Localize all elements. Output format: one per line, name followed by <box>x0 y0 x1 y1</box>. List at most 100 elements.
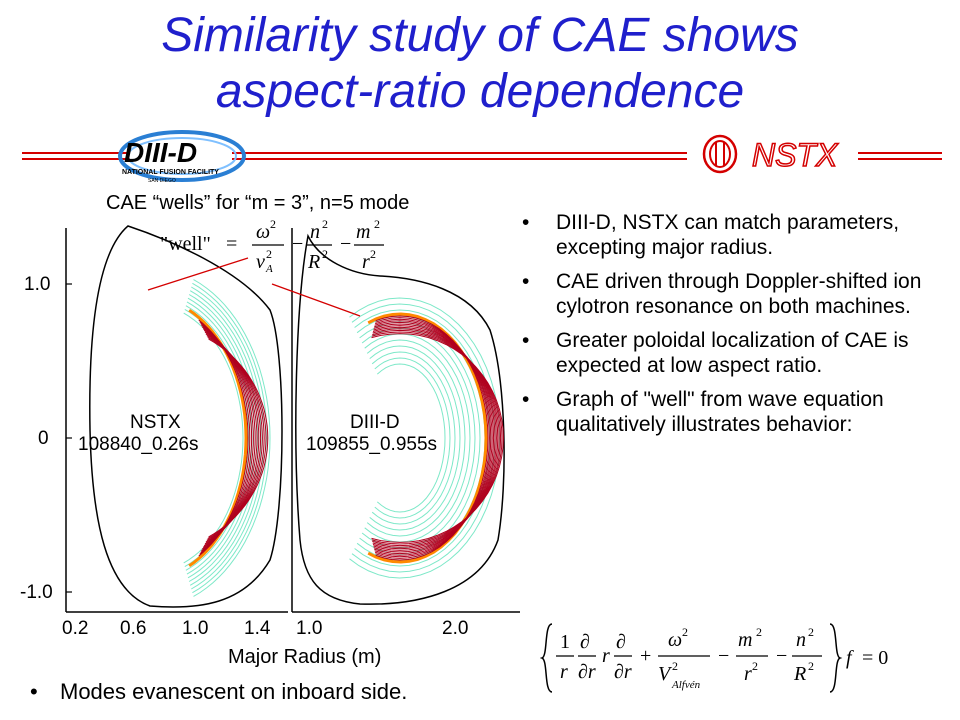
svg-text:2: 2 <box>266 247 272 261</box>
svg-text:∂: ∂ <box>616 631 626 653</box>
svg-text:−: − <box>718 645 729 667</box>
x-tick-left-2: 0.6 <box>120 618 147 639</box>
svg-text:2: 2 <box>752 659 758 673</box>
svg-text:ω: ω <box>256 221 270 243</box>
y-tick-1: 1.0 <box>24 274 51 295</box>
svg-text:Alfvén: Alfvén <box>671 679 701 691</box>
svg-text:r: r <box>362 251 370 273</box>
x-tick-left-3: 1.0 <box>182 618 209 639</box>
nstx-contours <box>183 279 271 597</box>
y-axis-ticks <box>66 283 72 593</box>
slide-title: Similarity study of CAE shows aspect-rat… <box>0 8 960 120</box>
svg-text:∂r: ∂r <box>614 661 632 683</box>
svg-text:∂r: ∂r <box>578 661 596 683</box>
nstx-logo-text: NSTX <box>752 137 839 173</box>
svg-text:−: − <box>776 645 787 667</box>
diiid-contour-light <box>374 357 451 519</box>
diii-d-logo-text: DIII-D <box>124 137 197 168</box>
diiid-label: DIII-D <box>350 412 400 433</box>
nstx-contour-light <box>185 305 250 571</box>
diiid-contour-light <box>364 333 471 543</box>
diiid-contours <box>349 297 504 579</box>
svg-text:+: + <box>640 645 651 667</box>
svg-text:= 0: = 0 <box>862 647 888 669</box>
diii-d-logo-subtitle: NATIONAL FUSION FACILITY <box>122 169 219 176</box>
svg-text:2: 2 <box>270 217 276 231</box>
slide-title-line1: Similarity study of CAE shows <box>161 9 799 62</box>
diiid-contour-dark <box>374 318 492 558</box>
svg-text:2: 2 <box>682 625 688 639</box>
bullet-item: Graph of "well" from wave equation quali… <box>520 387 940 437</box>
diiid-contour-light <box>354 309 491 567</box>
svg-text:R: R <box>307 251 320 273</box>
svg-text:ω: ω <box>668 629 682 651</box>
svg-text:v: v <box>256 251 265 273</box>
divider-right-top <box>858 152 942 154</box>
nstx-shot: 108840_0.26s <box>78 434 199 455</box>
diiid-contour-light <box>369 345 461 531</box>
x-tick-right-2: 2.0 <box>442 618 469 639</box>
bullet-list: DIII-D, NSTX can match parameters, excep… <box>520 210 940 446</box>
diiid-contour-dark <box>371 333 504 543</box>
svg-text:A: A <box>265 263 273 275</box>
svg-text:f: f <box>846 647 854 669</box>
x-tick-right-1: 1.0 <box>296 618 323 639</box>
svg-text:r: r <box>602 645 610 667</box>
svg-text:r: r <box>744 663 752 685</box>
svg-text:n: n <box>796 629 806 651</box>
svg-text:2: 2 <box>808 659 814 673</box>
x-tick-left-1: 0.2 <box>62 618 89 639</box>
svg-text:2: 2 <box>808 625 814 639</box>
nstx-contour-dark <box>199 321 251 555</box>
bottom-bullet-text: Modes evanescent on inboard side. <box>60 679 408 704</box>
nstx-contour-dark <box>200 323 253 553</box>
svg-text:2: 2 <box>322 217 328 231</box>
bullet-item: CAE driven through Doppler-shifted ion c… <box>520 269 940 319</box>
svg-text:V: V <box>658 663 673 685</box>
y-tick-neg1: -1.0 <box>20 582 53 603</box>
bullet-dot: • <box>30 679 38 704</box>
nstx-contour-light <box>192 282 268 594</box>
nstx-label: NSTX <box>130 412 181 433</box>
nstx-logo: NSTX <box>702 134 840 174</box>
slide-title-line2: aspect-ratio dependence <box>215 65 745 118</box>
svg-text:n: n <box>310 221 320 243</box>
diiid-contour-dark <box>371 331 503 545</box>
svg-text:2: 2 <box>370 247 376 261</box>
divider-left-bottom <box>22 158 130 160</box>
svg-text:2: 2 <box>756 625 762 639</box>
diiid-panel <box>271 228 520 613</box>
divider-center-top <box>232 152 687 154</box>
diiid-contour-light <box>349 297 501 579</box>
x-tick-left-4: 1.4 <box>244 618 271 639</box>
diiid-contour-dark <box>372 328 500 548</box>
diii-d-logo: DIII-D NATIONAL FUSION FACILITY SAN DIEG… <box>118 130 246 184</box>
diiid-contour-light <box>376 363 446 513</box>
diiid-contour-dark <box>374 320 493 556</box>
divider-left-top <box>22 152 130 154</box>
contour-figure <box>65 225 520 613</box>
nstx-panel-label: NSTX <box>130 412 181 433</box>
divider-right-bottom <box>858 158 942 160</box>
nstx-boundary <box>89 225 283 608</box>
diiid-contour-dark <box>373 323 496 553</box>
nstx-contour-light <box>188 294 259 582</box>
svg-text:"well": "well" <box>160 233 211 255</box>
svg-text:2: 2 <box>322 247 328 261</box>
divider-center-bottom <box>232 158 687 160</box>
nstx-contour-light <box>193 279 271 597</box>
svg-text:∂: ∂ <box>580 631 590 653</box>
bullet-item: DIII-D, NSTX can match parameters, excep… <box>520 210 940 260</box>
nstx-contour-dark <box>208 338 269 538</box>
diii-d-logo-city: SAN DIEGO <box>148 178 176 184</box>
svg-text:−: − <box>340 233 351 255</box>
svg-text:2: 2 <box>672 659 678 673</box>
nstx-shot-label: 108840_0.26s <box>78 434 198 455</box>
bullet-item: Greater poloidal localization of CAE is … <box>520 328 940 378</box>
svg-text:r: r <box>560 661 568 683</box>
diiid-contour-dark <box>374 321 495 555</box>
diiid-boundary <box>295 233 505 605</box>
svg-text:m: m <box>738 629 752 651</box>
